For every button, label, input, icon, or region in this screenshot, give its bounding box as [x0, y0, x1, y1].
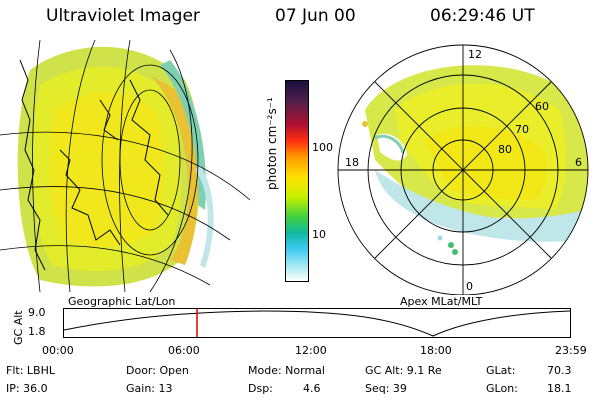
- lat-label-70: 70: [515, 123, 529, 136]
- date-label: 07 Jun 00: [275, 6, 356, 26]
- mlt-label-0: 0: [466, 280, 473, 293]
- mlt-label-18: 18: [345, 156, 359, 169]
- ip-info: IP: 36.0: [6, 382, 48, 395]
- time-tick-0600: 06:00: [168, 344, 200, 357]
- app-title: Ultraviolet Imager: [46, 6, 200, 26]
- colorbar-tick-100: 100: [312, 141, 333, 154]
- gain-info: Gain: 13: [126, 382, 173, 395]
- time-tick-1800: 18:00: [420, 344, 452, 357]
- filter-info: Flt: LBHL: [6, 364, 55, 377]
- right-panel-label: Apex MLat/MLT: [400, 295, 483, 308]
- gc-alt-info: GC Alt: 9.1 Re: [365, 364, 442, 377]
- altitude-axis-label: GC Alt: [12, 310, 25, 345]
- lat-label-60: 60: [535, 100, 549, 113]
- color-scale-bar: [285, 80, 309, 282]
- time-tick-1200: 12:00: [295, 344, 327, 357]
- lat-label-80: 80: [498, 143, 512, 156]
- time-tick-0000: 00:00: [42, 344, 74, 357]
- time-label: 06:29:46 UT: [430, 6, 535, 26]
- mlt-label-12: 12: [468, 48, 482, 61]
- polar-image-panel[interactable]: 12 18 6 0 60 70 80: [335, 40, 595, 295]
- colorbar-tick-10: 10: [312, 228, 326, 241]
- dsp-value: 4.6: [303, 382, 321, 395]
- glon-label: GLon:: [486, 382, 518, 395]
- time-tick-2359: 23:59: [555, 344, 587, 357]
- altitude-tick-high: 9.0: [28, 306, 46, 319]
- glat-label: GLat:: [486, 364, 516, 377]
- door-info: Door: Open: [126, 364, 189, 377]
- dsp-label: Dsp:: [248, 382, 273, 395]
- glat-value: 70.3: [547, 364, 572, 377]
- altitude-tick-low: 1.8: [28, 325, 46, 338]
- mode-info: Mode: Normal: [248, 364, 325, 377]
- mlt-label-6: 6: [575, 156, 582, 169]
- colorbar-unit-label: photon cm⁻²s⁻¹: [265, 97, 279, 190]
- geographic-image-panel[interactable]: [0, 40, 270, 292]
- left-panel-label: Geographic Lat/Lon: [68, 295, 176, 308]
- altitude-plot: [63, 308, 571, 338]
- glon-value: 18.1: [547, 382, 572, 395]
- seq-info: Seq: 39: [365, 382, 407, 395]
